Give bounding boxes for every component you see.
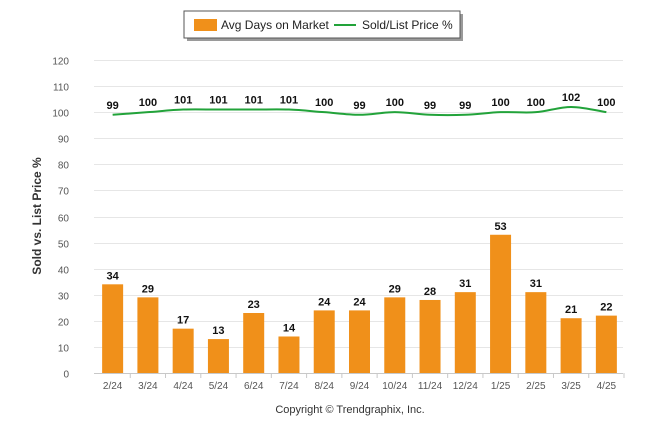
x-tick-label: 3/24: [138, 381, 158, 392]
bar-value-label: 28: [424, 286, 436, 298]
bar: [595, 315, 617, 373]
line-value-label: 100: [386, 97, 404, 109]
bar: [490, 234, 512, 373]
bar-value-label: 13: [212, 325, 224, 337]
line-value-label: 100: [139, 97, 157, 109]
x-tick-label: 2/24: [103, 381, 123, 392]
bar: [313, 310, 335, 373]
x-tick-label: 9/24: [350, 381, 370, 392]
x-tick-label: 7/24: [279, 381, 299, 392]
x-tick-label: 6/24: [244, 381, 264, 392]
line-series: 99 100 101 101 101 101 100 99 100 99 99 100 100 102 10…: [107, 92, 616, 117]
bar-value-label: 31: [459, 278, 471, 290]
bar: [384, 297, 406, 373]
bar-value-label: 31: [530, 278, 542, 290]
bar: [560, 318, 582, 373]
y-tick-label: 20: [58, 318, 70, 329]
line-value-label: 100: [315, 97, 333, 109]
y-axis: 0 10 20 30 40 50 60 70 80 90 100 110 120: [52, 57, 69, 381]
line-value-label: 101: [280, 95, 298, 107]
y-tick-label: 30: [58, 292, 70, 303]
bar: [172, 328, 194, 373]
y-tick-label: 60: [58, 214, 70, 225]
bar: [454, 292, 476, 373]
bar: [102, 284, 124, 373]
x-tick-label: 11/24: [418, 381, 443, 392]
y-tick-label: 70: [58, 187, 70, 198]
y-tick-label: 0: [63, 370, 69, 381]
line-value-label: 101: [209, 95, 227, 107]
y-tick-label: 40: [58, 266, 70, 277]
legend-box: [183, 10, 461, 39]
y-tick-label: 90: [58, 135, 70, 146]
line-value-label: 101: [174, 95, 192, 107]
sold-list-line: [112, 105, 607, 117]
x-tick-label: 4/24: [173, 381, 193, 392]
x-tick-label: 4/25: [597, 381, 617, 392]
bar: [243, 313, 265, 373]
line-value-label: 99: [353, 100, 365, 112]
x-tick-label: 12/24: [453, 381, 478, 392]
y-tick-label: 80: [58, 161, 70, 172]
bar: [349, 310, 370, 373]
y-tick-label: 50: [58, 240, 70, 251]
line-value-label: 100: [491, 97, 509, 109]
bar: [207, 339, 229, 373]
line-value-label: 99: [424, 100, 436, 112]
x-tick-label: 1/25: [491, 381, 511, 392]
legend-label-sold-list: Sold/List Price %: [362, 18, 453, 32]
line-value-label: 99: [459, 100, 471, 112]
bar: [419, 299, 441, 373]
bar-value-label: 29: [142, 283, 154, 295]
x-tick-label: 10/24: [382, 381, 407, 392]
y-tick-label: 10: [58, 344, 70, 355]
bar-value-label: 21: [565, 304, 577, 316]
line-value-label: 100: [597, 97, 615, 109]
bar-value-label: 22: [600, 302, 612, 314]
bar-value-label: 34: [107, 270, 120, 282]
x-tick-label: 2/25: [526, 381, 546, 392]
bar-value-label: 24: [318, 296, 331, 308]
bar-value-label: 29: [389, 283, 401, 295]
bar-value-label: 24: [353, 296, 366, 308]
bar: [278, 336, 300, 373]
line-value-label: 100: [527, 97, 545, 109]
legend-swatch-avg-days: [194, 19, 217, 31]
y-tick-label: 110: [53, 83, 69, 94]
x-tick-label: 3/25: [561, 381, 581, 392]
line-value-label: 102: [562, 92, 580, 104]
y-tick-label: 120: [52, 57, 69, 68]
bar-value-label: 14: [283, 322, 296, 334]
x-axis: 2/24 3/24 4/24 5/24 6/24 7/24 8/24 9/24 10/24 11/…: [103, 373, 625, 392]
bars-series: 34 29 17 13 23 14 24 24 29 28 31 53 31 21 22: [102, 221, 617, 373]
legend-label-avg-days: Avg Days on Market: [221, 18, 329, 32]
bar: [525, 292, 547, 373]
line-value-label: 101: [245, 95, 263, 107]
bar: [137, 297, 159, 373]
x-tick-label: 8/24: [314, 381, 334, 392]
line-value-label: 99: [107, 100, 119, 112]
x-tick-label: 5/24: [209, 381, 229, 392]
copyright-text: Copyright © Trendgraphix, Inc.: [275, 404, 424, 416]
bar-value-label: 17: [177, 315, 189, 327]
y-axis-title: Sold vs. List Price %: [30, 157, 44, 275]
y-tick-label: 100: [52, 109, 69, 120]
bar-value-label: 53: [494, 221, 506, 233]
bar-value-label: 23: [248, 299, 260, 311]
legend: Avg Days on Market Sold/List Price %: [183, 10, 463, 41]
